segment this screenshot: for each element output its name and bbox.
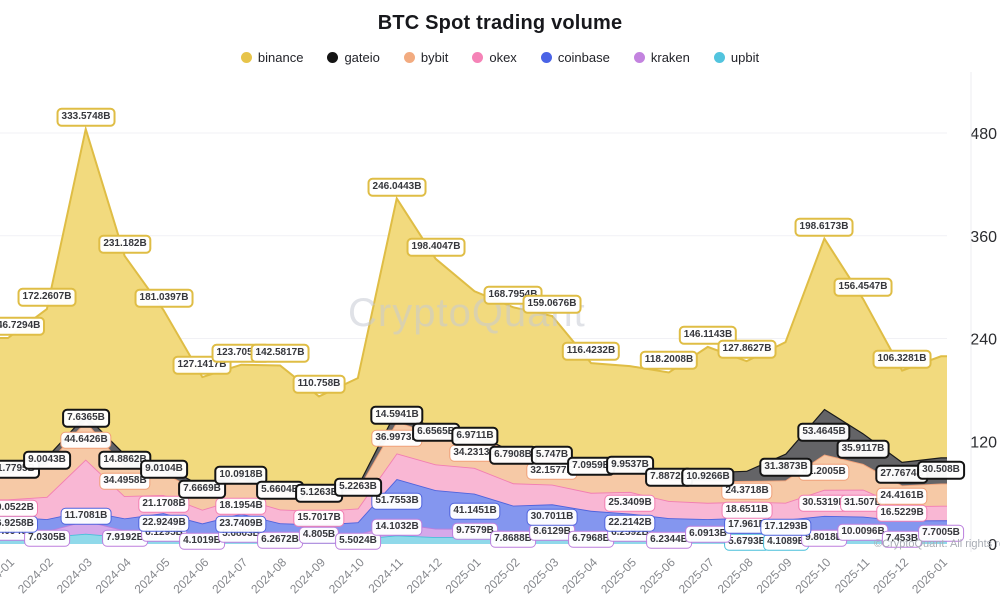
legend-label: binance [257, 50, 304, 65]
x-tick-2024-08: 2024-08 [248, 555, 289, 596]
x-tick-2025-11: 2025-11 [832, 555, 873, 596]
legend-item-bybit[interactable]: bybit [403, 50, 449, 65]
y-tick-0: 0 [988, 537, 997, 554]
x-tick-2025-07: 2025-07 [676, 555, 717, 596]
legend-label: upbit [730, 50, 760, 65]
legend-item-okex[interactable]: okex [472, 50, 517, 65]
legend: binance gateio bybit okex coinbase kraken upbi… [0, 50, 1000, 65]
x-tick-2024-06: 2024-06 [170, 555, 211, 596]
legend-dot-coinbase [540, 52, 552, 63]
x-tick-2024-04: 2024-04 [93, 555, 134, 596]
x-tick-2025-02: 2025-02 [481, 555, 522, 596]
legend-label: bybit [420, 50, 449, 65]
legend-label: coinbase [557, 50, 610, 65]
x-tick-2025-09: 2025-09 [754, 555, 795, 596]
x-tick-2024-09: 2024-09 [287, 555, 328, 596]
legend-item-binance[interactable]: binance [240, 50, 304, 65]
legend-item-upbit[interactable]: upbit [713, 50, 760, 65]
x-tick-2025-01: 2025-01 [443, 555, 484, 596]
legend-dot-okex [472, 52, 484, 63]
x-tick-2024-01: 2024-01 [0, 555, 17, 596]
y-tick-120: 120 [970, 434, 997, 451]
x-tick-2024-11: 2024-11 [365, 555, 406, 596]
legend-label: okex [489, 50, 517, 65]
legend-dot-kraken [633, 52, 645, 63]
legend-dot-binance [240, 52, 252, 63]
x-tick-2025-03: 2025-03 [520, 555, 561, 596]
x-tick-2024-02: 2024-02 [15, 555, 56, 596]
x-tick-2025-05: 2025-05 [598, 555, 639, 596]
y-tick-240: 240 [970, 332, 997, 349]
x-tick-2024-10: 2024-10 [326, 555, 367, 596]
area-band-binance [0, 129, 947, 492]
page-title: BTC Spot trading volume [377, 12, 623, 34]
x-tick-2025-04: 2025-04 [559, 555, 600, 596]
x-tick-2025-12: 2025-12 [870, 555, 911, 596]
legend-label: gateio [344, 50, 380, 65]
legend-dot-gateio [327, 52, 339, 63]
y-tick-480: 480 [970, 126, 997, 143]
x-tick-2025-08: 2025-08 [715, 555, 756, 596]
x-tick-2026-01: 2026-01 [909, 555, 950, 596]
legend-dot-upbit [713, 52, 725, 63]
area-band-bybit [0, 421, 947, 511]
x-tick-2024-03: 2024-03 [54, 555, 95, 596]
x-tick-2024-07: 2024-07 [209, 555, 250, 596]
legend-item-coinbase[interactable]: coinbase [540, 50, 610, 65]
copyright-text: ©CryptoQuant. All rights reserved [874, 538, 1000, 550]
x-tick-2025-06: 2025-06 [637, 555, 678, 596]
area-edge-binance [0, 125, 947, 398]
legend-item-kraken[interactable]: kraken [633, 50, 690, 65]
legend-item-gateio[interactable]: gateio [327, 50, 380, 65]
legend-dot-bybit [403, 52, 415, 63]
x-tick-2025-10: 2025-10 [792, 555, 833, 596]
legend-label: kraken [650, 50, 690, 65]
x-tick-2024-12: 2024-12 [404, 555, 445, 596]
x-tick-2024-05: 2024-05 [132, 555, 173, 596]
y-tick-360: 360 [970, 229, 997, 246]
